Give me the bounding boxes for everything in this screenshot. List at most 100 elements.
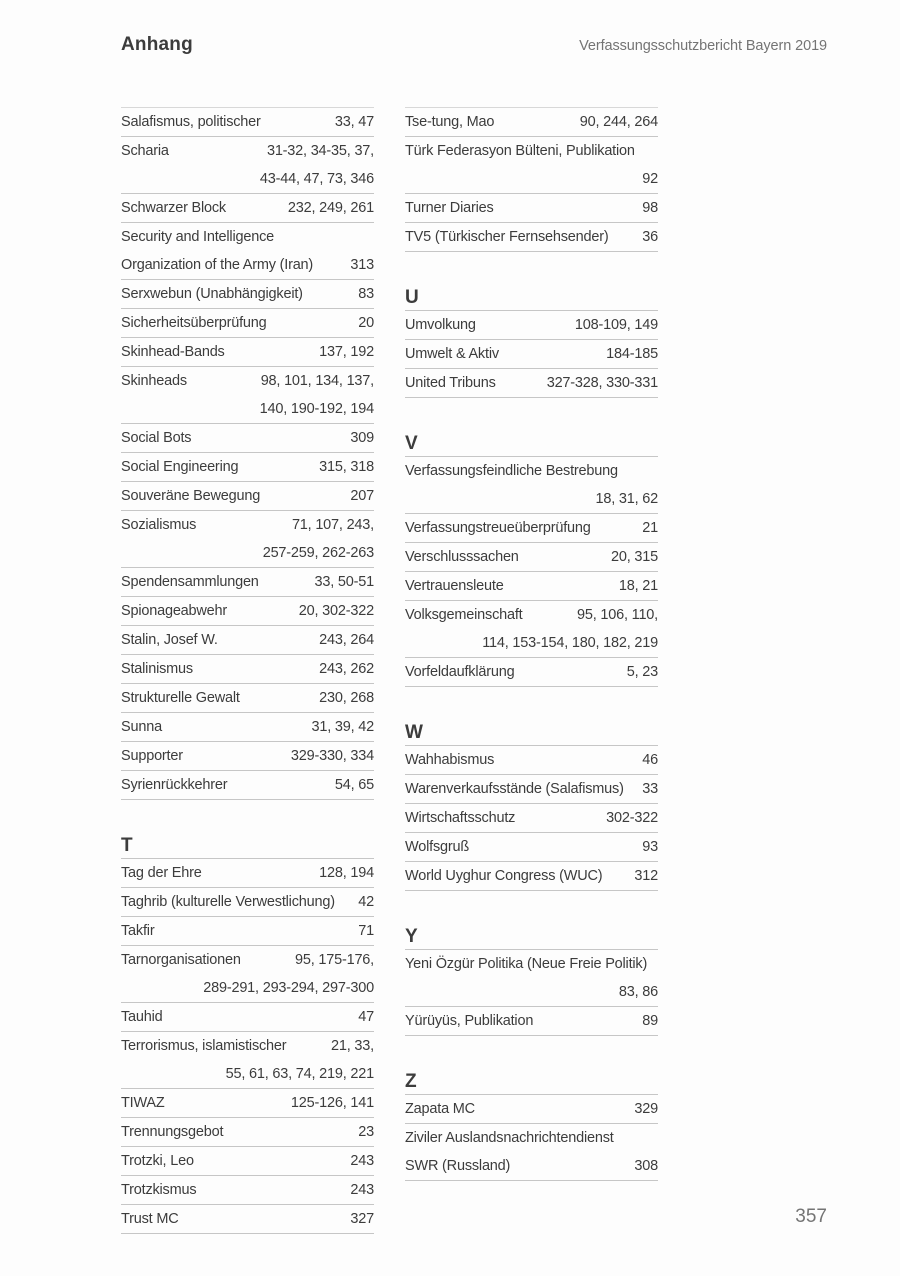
entry-pages: 184-185 [606,346,658,362]
index-entry: Yürüyüs, Publikation 89 [405,1007,658,1036]
entry-term: Sicherheitsüberprüfung [121,315,267,331]
entry-term: Vertrauensleute [405,578,504,594]
index-entry: Zapata MC 329 [405,1095,658,1124]
entry-pages: 31, 39, 42 [311,719,375,735]
entry-row: Trotzkismus 243 [121,1176,374,1204]
entry-term: Umvolkung [405,317,476,333]
index-column-right: Tse-tung, Mao 90, 244, 264 Türk Federasyon… [405,107,658,1234]
entry-term: Umwelt & Aktiv [405,346,499,362]
entry-row: Tag der Ehre 128, 194 [121,859,374,887]
entry-row: Wolfsgruß 93 [405,833,658,861]
entry-term: Stalinismus [121,661,193,677]
entry-pages: 98, 101, 134, 137, [260,373,375,389]
entry-row: Social Engineering 315, 318 [121,453,374,481]
entry-row: Strukturelle Gewalt 230, 268 [121,684,374,712]
section-letter: V [405,431,658,457]
entry-row: TIWAZ 125-126, 141 [121,1089,374,1117]
entry-pages: 257-259, 262-263 [262,545,374,561]
page-title: Anhang [121,34,193,55]
entry-pages: 137, 192 [319,344,374,360]
entry-term: United Tribuns [405,375,496,391]
entry-pages: 329 [634,1101,658,1117]
entry-pages: 33, 47 [334,114,374,130]
index-entry: Yeni Özgür Politika (Neue Freie Politik)… [405,950,658,1007]
entry-term: Skinhead-Bands [121,344,225,360]
entry-term: Wirtschaftsschutz [405,810,516,826]
entry-term: Trotzkismus [121,1182,197,1198]
entry-row: Social Bots 309 [121,424,374,452]
entry-pages: 55, 61, 63, 74, 219, 221 [225,1066,375,1082]
section-letter: T [121,833,374,859]
report-title: Verfassungsschutzbericht Bayern 2019 [579,38,827,54]
entry-row: 140, 190-192, 194 [121,395,375,423]
entry-row: 289-291, 293-294, 297-300 [121,974,374,1002]
entry-pages: 114, 153-154, 180, 182, 219 [482,635,658,651]
entry-row: Wirtschaftsschutz 302-322 [405,804,658,832]
entry-pages: 128, 194 [319,865,374,881]
index-entry: Stalin, Josef W. 243, 264 [121,626,374,655]
entry-row: Supporter 329-330, 334 [121,742,374,770]
section-letter: U [405,285,658,311]
entry-pages: 18, 31, 62 [595,491,659,507]
index-entry: Verfassungsfeindliche Bestrebung 18, 31, … [405,457,658,514]
entry-row: World Uyghur Congress (WUC) 312 [405,862,658,890]
entry-pages: 230, 268 [319,690,374,706]
entry-row: Schwarzer Block 232, 249, 261 [121,194,374,222]
entry-row: 92 [405,165,658,193]
entry-term: Verfassungsfeindliche Bestrebung [405,463,618,479]
entry-row: Souveräne Bewegung 207 [121,482,374,510]
entry-row: Scharia 31-32, 34-35, 37, [121,137,374,165]
entry-row: Spionageabwehr 20, 302-322 [121,597,374,625]
entry-term: Trotzki, Leo [121,1153,194,1169]
entry-term: TIWAZ [121,1095,165,1111]
entry-row: SWR (Russland) 308 [405,1152,658,1180]
entry-term: Stalin, Josef W. [121,632,218,648]
entry-pages: 289-291, 293-294, 297-300 [203,980,374,996]
index-entry: Wahhabismus 46 [405,746,658,775]
entry-row: Umvolkung 108-109, 149 [405,311,658,339]
entry-row: Zapata MC 329 [405,1095,658,1123]
index-entry: Schwarzer Block 232, 249, 261 [121,194,374,223]
entry-row: Sunna 31, 39, 42 [121,713,374,741]
entry-pages: 327-328, 330-331 [546,375,658,391]
index-entry: Stalinismus 243, 262 [121,655,374,684]
index-entry: Tag der Ehre 128, 194 [121,859,374,888]
index-entry: Sozialismus 71, 107, 243, 257-259, 262-263 [121,511,374,568]
entry-row: 43-44, 47, 73, 346 [121,165,374,193]
entry-row: Sicherheitsüberprüfung 20 [121,309,374,337]
index-entry: Taghrib (kulturelle Verwestlichung) 42 [121,888,374,917]
entry-pages: 95, 106, 110, [577,607,658,623]
entry-term: Ziviler Auslandsnachrichtendienst [405,1130,614,1146]
entry-pages: 83, 86 [618,984,658,1000]
entry-pages: 71, 107, 243, [291,517,374,533]
entry-term: World Uyghur Congress (WUC) [405,868,603,884]
entry-pages: 140, 190-192, 194 [259,401,375,417]
entry-term: Sunna [121,719,162,735]
index-entry: Vorfeldaufklärung 5, 23 [405,658,658,687]
index-entry: TV5 (Türkischer Fernsehsender) 36 [405,223,658,252]
index-entry: Supporter 329-330, 334 [121,742,374,771]
index-entry: Tarnorganisationen 95, 175-176, 289-291, 2… [121,946,374,1003]
entry-row: Skinhead-Bands 137, 192 [121,338,374,366]
entry-term: Security and Intelligence [121,229,274,245]
entry-pages: 92 [642,171,658,187]
entry-row: Taghrib (kulturelle Verwestlichung) 42 [121,888,374,916]
entry-row: Vertrauensleute 18, 21 [405,572,658,600]
entry-row: Trust MC 327 [121,1205,374,1233]
entry-pages: 207 [350,488,374,504]
entry-term: Social Engineering [121,459,239,475]
entry-row: Yeni Özgür Politika (Neue Freie Politik) [405,950,658,978]
entry-pages: 243, 264 [319,632,374,648]
entry-pages: 308 [634,1158,658,1174]
entry-term: Trust MC [121,1211,179,1227]
entry-row: 257-259, 262-263 [121,539,374,567]
entry-row: Warenverkaufsstände (Salafismus) 33 [405,775,658,803]
section-letter: Z [405,1069,658,1095]
entry-row: 18, 31, 62 [405,485,659,513]
entry-row: Tse-tung, Mao 90, 244, 264 [405,108,658,136]
entry-term: Tauhid [121,1009,163,1025]
entry-row: Verfassungstreueüberprüfung 21 [405,514,658,542]
index-entry: Spionageabwehr 20, 302-322 [121,597,374,626]
entry-pages: 125-126, 141 [290,1095,374,1111]
entry-row: Turner Diaries 98 [405,194,658,222]
